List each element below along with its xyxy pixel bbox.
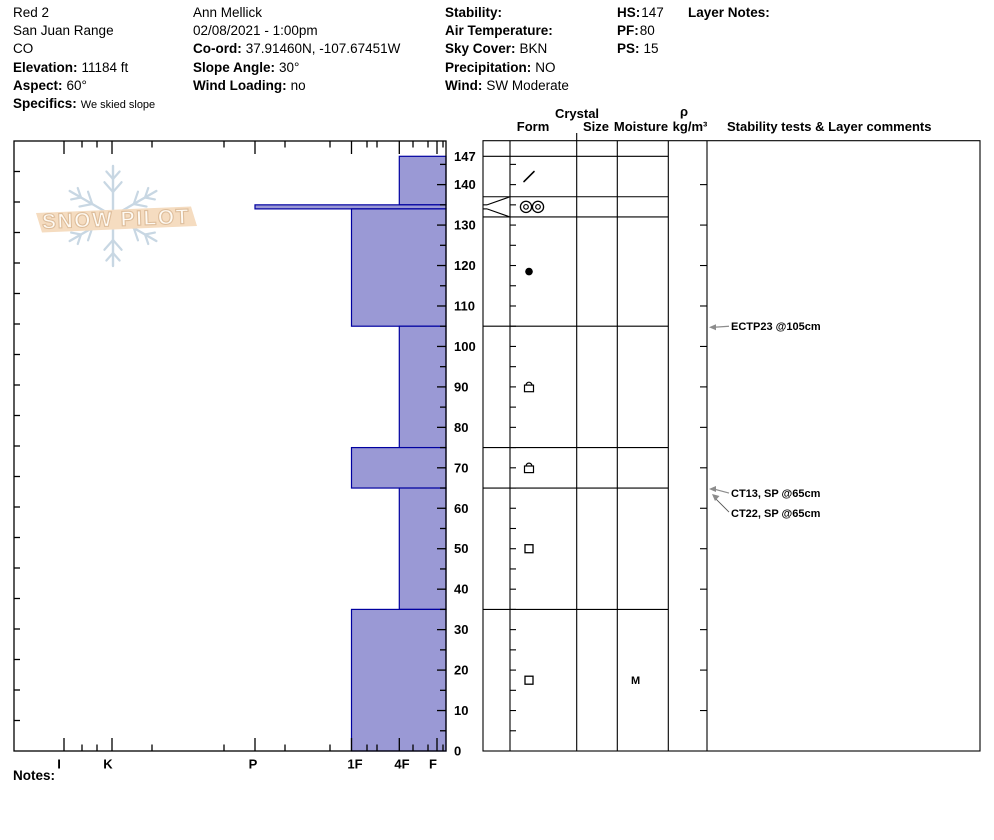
hardness-bar-1F (350, 608, 447, 752)
hardness-bars (254, 155, 447, 752)
stability-field: Stability: (445, 5, 503, 20)
depth-label-120: 120 (454, 258, 476, 273)
hardness-label-F: F (429, 757, 437, 772)
size-column-header: Size (582, 119, 610, 134)
hardness-label-I: I (57, 757, 61, 772)
density-symbol-header: ρ (679, 104, 689, 119)
left-arrow-icon (709, 486, 716, 493)
density-units-header: kg/m³ (672, 119, 708, 134)
layer-panel (482, 133, 981, 752)
layer-notes-column: Layer Notes: (688, 4, 770, 22)
pit-name: Red 2 (13, 5, 50, 20)
stability-test-label: ECTP23 @105cm (731, 321, 821, 333)
precipitation-field: Precipitation: NO (445, 59, 556, 75)
observer-column: Ann Mellick 02/08/2021 - 1:00pm Co-ord: 3… (193, 4, 400, 95)
axis-labels: I K P 1F 4F F14714013012011010090807060504030… (57, 149, 476, 772)
wind-field: Wind: SW Moderate (445, 77, 569, 93)
grain-form-icon-square (524, 544, 534, 554)
depth-label-70: 70 (454, 460, 468, 475)
hardness-label-4F: 4F (394, 757, 409, 772)
layer-notes-label: Layer Notes: (688, 5, 770, 20)
measurements-column: HS:147 PF:80 PS: 15 (617, 4, 664, 59)
grain-form-icon-square-cap (523, 462, 535, 474)
sky-cover-field: Sky Cover: BKN (445, 41, 548, 57)
moisture-value: M (631, 675, 640, 687)
slope-angle: Slope Angle: 30° (193, 59, 300, 75)
stability-tests-header: Stability tests & Layer comments (727, 119, 932, 134)
stability-test-label: CT22, SP @65cm (731, 508, 821, 520)
pit-info-column: Red 2 San Juan Range CO Elevation: 11184 … (13, 4, 155, 114)
hs-field: HS:147 (617, 5, 664, 20)
pit-range: San Juan Range (13, 23, 114, 39)
depth-label-90: 90 (454, 379, 468, 394)
hardness-label-1F: 1F (347, 757, 362, 772)
observer-name: Ann Mellick (193, 5, 263, 20)
pf-field: PF:80 (617, 23, 655, 39)
hardness-bar-4F (398, 155, 447, 206)
logo-band (36, 206, 197, 233)
depth-label-20: 20 (454, 663, 468, 678)
depth-label-0: 0 (454, 744, 461, 759)
left-arrow-icon (709, 324, 716, 331)
stability-test-label: CT13, SP @65cm (731, 488, 821, 500)
grain-form-symbols: M (519, 170, 640, 687)
observation-datetime: 02/08/2021 - 1:00pm (193, 23, 318, 39)
hardness-bar-1F (350, 446, 447, 489)
notes-label: Notes: (13, 768, 56, 783)
moisture-column-header: Moisture (613, 119, 669, 134)
snowpilot-watermark: SNOW PILOT (36, 164, 197, 268)
stability-tests: ECTP23 @105cm CT13, SP @65cm CT22, SP @65c… (709, 321, 821, 520)
grain-form-icon-dot (525, 267, 533, 276)
hardness-bar-P (254, 204, 447, 210)
grain-form-icon-square (524, 675, 534, 685)
logo-text: SNOW PILOT (42, 205, 191, 233)
grain-form-icon-double-circle (519, 200, 545, 214)
depth-label-30: 30 (454, 622, 468, 637)
hardness-bar-1F (350, 208, 447, 327)
depth-label-147: 147 (454, 149, 476, 164)
pit-specifics: Specifics: We skied slope (13, 96, 156, 112)
coordinates: Co-ord: 37.91460N, -107.67451W (193, 41, 401, 57)
depth-label-100: 100 (454, 339, 476, 354)
crystal-header: Crystal (554, 106, 600, 121)
hardness-label-K: K (103, 757, 113, 772)
profile-frame (13, 140, 447, 752)
depth-label-80: 80 (454, 420, 468, 435)
wind-loading: Wind Loading: no (193, 77, 306, 93)
pit-state: CO (13, 41, 34, 57)
weather-column: Stability: Air Temperature: Sky Cover: BK… (445, 4, 569, 95)
depth-label-60: 60 (454, 501, 468, 516)
depth-label-130: 130 (454, 218, 476, 233)
depth-label-110: 110 (454, 298, 475, 313)
depth-label-40: 40 (454, 582, 468, 597)
depth-label-10: 10 (454, 703, 468, 718)
hardness-label-P: P (249, 757, 258, 772)
pit-aspect: Aspect: 60° (13, 77, 87, 93)
grain-form-icon-square-cap (523, 381, 535, 393)
air-temperature-field: Air Temperature: (445, 23, 553, 39)
depth-label-140: 140 (454, 177, 476, 192)
grain-form-icon-slash (523, 170, 535, 183)
pit-elevation: Elevation: 11184 ft (13, 59, 129, 75)
diagonal-arrow-icon (712, 494, 720, 502)
ps-field: PS: 15 (617, 41, 659, 57)
form-column-header: Form (516, 119, 550, 134)
depth-label-50: 50 (454, 541, 468, 556)
